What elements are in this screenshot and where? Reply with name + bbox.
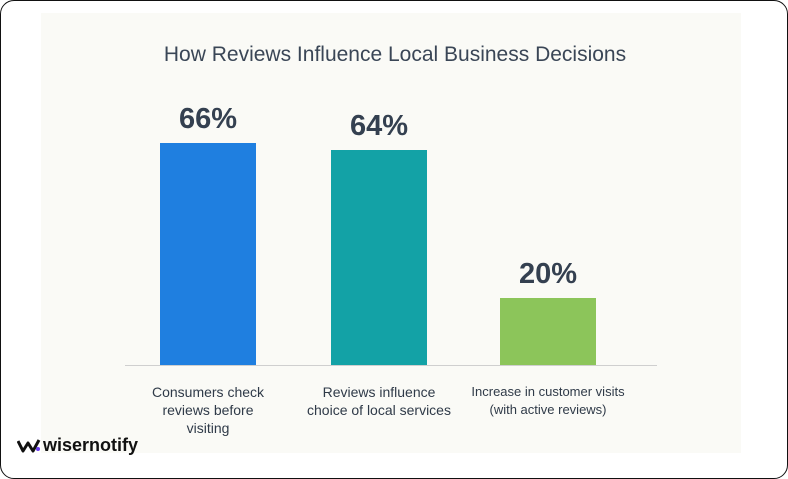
brand-name: wisernotify — [43, 435, 139, 455]
chart-title: How Reviews Influence Local Business Dec… — [163, 43, 627, 66]
bar — [331, 149, 427, 365]
category-label: Increase in customer visits (with active… — [471, 384, 625, 417]
value-label: 20% — [518, 257, 578, 290]
brand-logo — [17, 439, 41, 453]
category-label: Reviews influence choice of local servic… — [307, 384, 451, 418]
bar — [500, 297, 596, 365]
category-label: Consumers check reviews before visiting — [151, 384, 265, 436]
value-label: 66% — [178, 103, 238, 136]
bar — [160, 143, 256, 365]
baseline — [125, 365, 657, 366]
value-label: 64% — [349, 109, 409, 142]
